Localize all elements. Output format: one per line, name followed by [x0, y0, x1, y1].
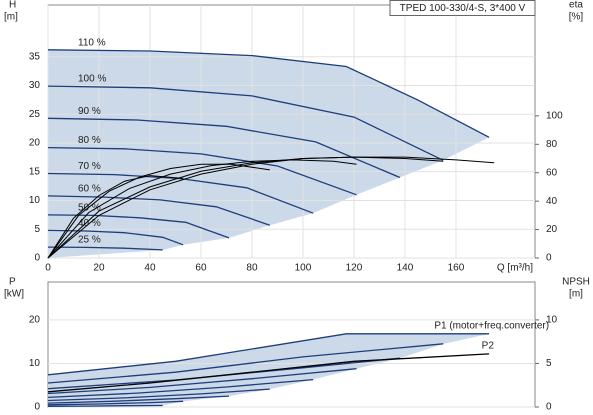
series-line — [47, 378, 314, 399]
y2-axis-unit: [%] — [569, 12, 584, 23]
y-tick-label: 0 — [34, 402, 40, 413]
series-line — [47, 388, 270, 402]
y-axis-unit: [kW] — [4, 289, 24, 300]
x-tick-label: 60 — [195, 263, 207, 274]
y-tick-label: 0 — [34, 253, 40, 264]
y2-tick-label: 20 — [546, 224, 558, 235]
series-line — [47, 404, 163, 407]
x-tick-label: 140 — [397, 263, 414, 274]
x-tick-label: 120 — [346, 263, 363, 274]
x-tick-label: 80 — [246, 263, 258, 274]
y-tick-label: 10 — [29, 195, 41, 206]
series-label: P2 — [482, 341, 495, 352]
y-axis-unit: [m] — [4, 12, 18, 23]
series-label: 50 % — [78, 203, 101, 214]
series-label: 25 % — [78, 235, 101, 246]
series-line — [47, 85, 444, 161]
series-line — [47, 333, 490, 376]
chart-title: TPED 100-330/4-S, 3*400 V — [400, 3, 526, 14]
series-label: 100 % — [78, 74, 106, 85]
y-tick-label: 15 — [29, 166, 41, 177]
series-line — [47, 343, 444, 384]
series-line — [47, 49, 490, 138]
series-line — [47, 395, 230, 404]
y-tick-label: 20 — [29, 138, 41, 149]
series-line — [47, 159, 357, 259]
y-axis-label: P — [9, 277, 16, 288]
series-line — [47, 117, 401, 179]
x-tick-label: 40 — [144, 263, 156, 274]
x-tick-label: 100 — [295, 263, 312, 274]
series-line — [47, 156, 444, 259]
series-line — [47, 146, 357, 196]
x-tick-label: 160 — [448, 263, 465, 274]
series-line — [47, 246, 163, 251]
y-axis-label: H — [9, 0, 16, 11]
y-tick-label: 25 — [29, 109, 41, 120]
y2-tick-label: 80 — [546, 139, 558, 150]
series-label: 60 % — [78, 184, 101, 195]
series-line — [47, 229, 184, 246]
title-box — [389, 0, 536, 16]
y2-tick-label: 0 — [546, 253, 552, 264]
series-label: 90 % — [78, 106, 101, 117]
series-line — [47, 156, 495, 259]
series-line — [47, 163, 270, 259]
y-tick-label: 20 — [29, 315, 41, 326]
y-tick-label: 30 — [29, 80, 41, 91]
y2-tick-label: 60 — [546, 167, 558, 178]
series-line — [47, 353, 490, 393]
y2-axis-label: NPSH — [562, 277, 590, 288]
x-axis-label: Q [m³/h] — [497, 263, 533, 274]
y2-tick-label: 100 — [546, 111, 563, 122]
operating-range — [48, 49, 490, 258]
series-label: 70 % — [78, 161, 101, 172]
y2-tick-label: 0 — [546, 402, 552, 413]
series-label: P1 (motor+freq.converter) — [434, 320, 549, 331]
series-line — [47, 400, 184, 406]
y2-axis-label: eta — [569, 0, 583, 11]
series-label: 110 % — [78, 37, 106, 48]
y2-tick-label: 40 — [546, 196, 558, 207]
x-tick-label: 20 — [93, 263, 105, 274]
series-label: 80 % — [78, 135, 101, 146]
series-line — [47, 368, 357, 395]
x-tick-label: 0 — [45, 263, 51, 274]
y-tick-label: 35 — [29, 51, 41, 62]
y2-tick-label: 5 — [546, 358, 552, 369]
y2-tick-label: 10 — [546, 315, 558, 326]
y-tick-label: 10 — [29, 358, 41, 369]
series-line — [47, 175, 184, 259]
y2-axis-unit: [m] — [569, 289, 583, 300]
y-tick-label: 5 — [34, 224, 40, 235]
series-line — [47, 195, 271, 226]
